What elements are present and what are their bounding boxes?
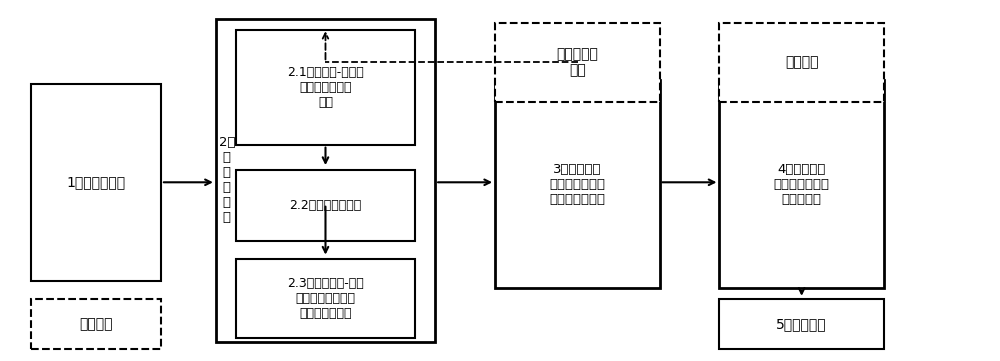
FancyBboxPatch shape — [31, 299, 161, 349]
FancyBboxPatch shape — [31, 84, 161, 281]
Text: 5、结果分析: 5、结果分析 — [776, 317, 827, 331]
Text: 2、
故
障
树
建
模: 2、 故 障 树 建 模 — [219, 136, 235, 225]
Text: 3、定性分析
（含顺序关系的
布尔逻辑规则）: 3、定性分析 （含顺序关系的 布尔逻辑规则） — [549, 162, 605, 205]
Text: 人因可靠性
分析: 人因可靠性 分析 — [556, 47, 598, 77]
Text: 2.3建立冗余列-设备
失效模式间的顺序
依赖故障树模型: 2.3建立冗余列-设备 失效模式间的顺序 依赖故障树模型 — [287, 277, 364, 320]
FancyBboxPatch shape — [216, 19, 435, 342]
Text: 参数分析: 参数分析 — [785, 55, 818, 69]
Text: 2.2建立顺序失效组: 2.2建立顺序失效组 — [289, 199, 362, 212]
FancyBboxPatch shape — [719, 23, 884, 102]
FancyBboxPatch shape — [236, 30, 415, 145]
FancyBboxPatch shape — [236, 170, 415, 242]
FancyBboxPatch shape — [719, 80, 884, 288]
FancyBboxPatch shape — [719, 299, 884, 349]
FancyBboxPatch shape — [236, 259, 415, 338]
FancyBboxPatch shape — [495, 80, 660, 288]
FancyBboxPatch shape — [495, 23, 660, 102]
Text: 系统定义: 系统定义 — [79, 317, 113, 331]
Text: 2.1建立系统-冗余列
故障树（传统方
法）: 2.1建立系统-冗余列 故障树（传统方 法） — [287, 66, 364, 109]
Text: 4、定量分析
（含顺序关系的
数学模型）: 4、定量分析 （含顺序关系的 数学模型） — [774, 162, 830, 205]
Text: 1、确定顶事件: 1、确定顶事件 — [67, 175, 126, 189]
